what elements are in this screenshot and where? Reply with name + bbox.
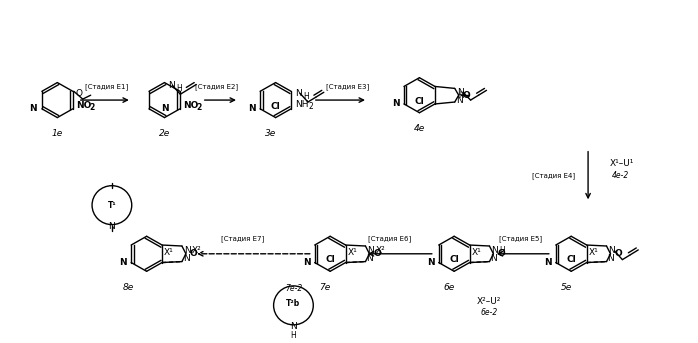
Text: O: O [76, 89, 83, 98]
Text: Cl: Cl [271, 102, 281, 111]
Text: 2: 2 [309, 102, 313, 111]
Text: N: N [168, 81, 175, 90]
Text: O: O [190, 249, 198, 258]
Text: T¹: T¹ [107, 201, 117, 210]
Text: H: H [459, 91, 464, 100]
Text: N: N [366, 254, 373, 263]
Text: N: N [303, 258, 311, 267]
Text: H: H [290, 331, 297, 340]
Text: [Стадия E2]: [Стадия E2] [195, 84, 237, 90]
Text: NO: NO [76, 102, 91, 110]
Text: O: O [373, 249, 381, 258]
Text: N: N [456, 88, 463, 97]
Text: 1e: 1e [52, 129, 63, 138]
Text: 7e: 7e [320, 283, 331, 292]
Text: N: N [119, 258, 127, 267]
Text: 2: 2 [89, 103, 95, 113]
Text: N: N [183, 254, 190, 263]
Text: [Стадия E3]: [Стадия E3] [327, 84, 370, 90]
Text: N: N [392, 99, 400, 108]
Text: N: N [544, 258, 552, 267]
Text: N: N [491, 246, 498, 256]
Text: Cl: Cl [415, 97, 424, 106]
Text: N: N [427, 258, 435, 267]
Text: [Стадия E6]: [Стадия E6] [368, 235, 411, 242]
Text: X¹: X¹ [588, 248, 598, 257]
Text: 4e: 4e [414, 125, 425, 133]
Text: NO: NO [183, 102, 198, 110]
Text: N: N [295, 89, 302, 98]
Text: X²: X² [192, 246, 202, 256]
Text: 8e: 8e [123, 283, 135, 292]
Text: 5e: 5e [560, 283, 572, 292]
Text: 6e: 6e [443, 283, 455, 292]
Text: T²b: T²b [286, 299, 301, 308]
Text: N: N [456, 96, 463, 105]
Text: H: H [499, 246, 505, 256]
Text: X¹: X¹ [472, 248, 482, 257]
Text: 3e: 3e [265, 129, 276, 138]
Text: O: O [463, 91, 470, 100]
Text: X²: X² [376, 246, 385, 256]
Text: N: N [491, 254, 497, 263]
Text: X¹–U¹: X¹–U¹ [610, 159, 634, 168]
Text: X²–U²: X²–U² [477, 297, 501, 306]
Text: N: N [609, 246, 615, 256]
Text: 2: 2 [197, 103, 202, 113]
Text: NH: NH [295, 100, 309, 109]
Text: [Стадия E5]: [Стадия E5] [499, 235, 542, 242]
Text: O: O [614, 249, 622, 258]
Text: H: H [177, 84, 182, 93]
Text: 7e-2: 7e-2 [285, 284, 302, 293]
Text: [Стадия E4]: [Стадия E4] [532, 173, 575, 179]
Text: N: N [367, 246, 374, 256]
Text: [Стадия E1]: [Стадия E1] [85, 84, 128, 90]
Text: X¹: X¹ [348, 248, 357, 257]
Text: N: N [108, 222, 115, 231]
Text: 6e-2: 6e-2 [480, 308, 498, 317]
Text: 4e-2: 4e-2 [612, 172, 629, 180]
Text: N: N [29, 104, 37, 113]
Text: N: N [161, 104, 168, 113]
Text: Cl: Cl [566, 256, 576, 264]
Text: X¹: X¹ [164, 248, 174, 257]
Text: O: O [498, 249, 505, 258]
Text: Cl: Cl [450, 256, 459, 264]
Text: Cl: Cl [325, 256, 335, 264]
Text: N: N [248, 104, 256, 113]
Text: [Стадия E7]: [Стадия E7] [221, 235, 265, 242]
Text: N: N [290, 322, 297, 331]
Text: N: N [184, 246, 191, 256]
Text: N: N [607, 254, 614, 263]
Text: H: H [303, 92, 309, 101]
Text: 2e: 2e [159, 129, 170, 138]
